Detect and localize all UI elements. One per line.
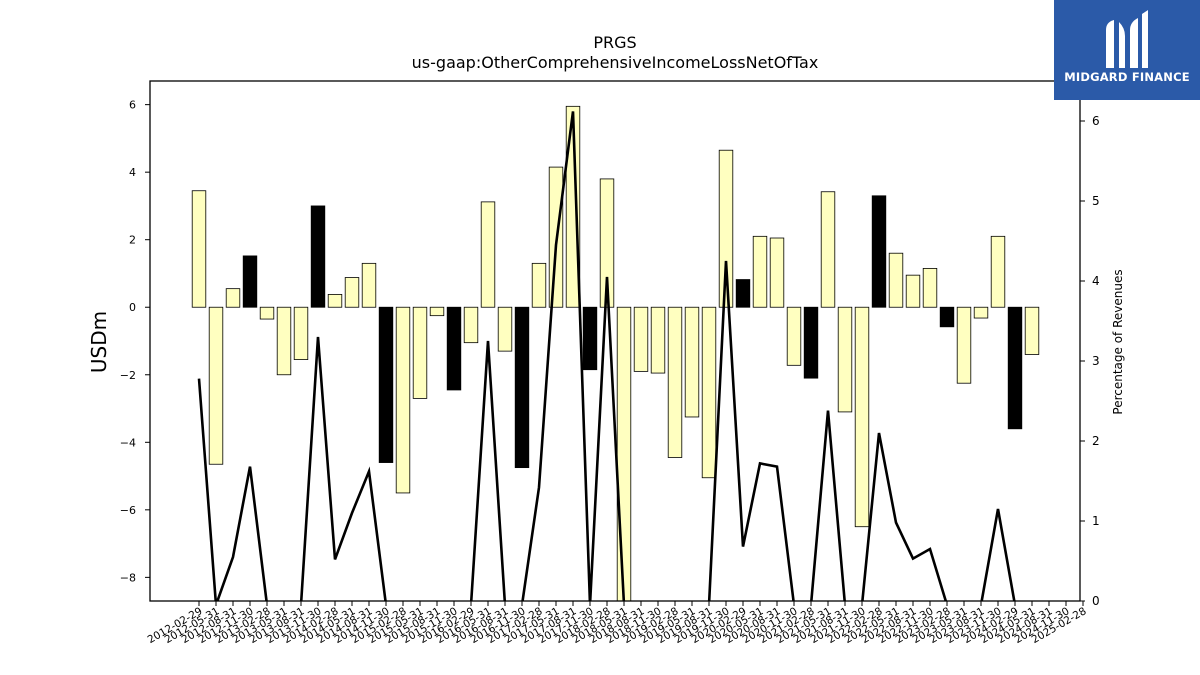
bars-layer bbox=[191, 105, 1040, 602]
bar bbox=[888, 252, 904, 308]
bar bbox=[650, 306, 666, 374]
bar bbox=[820, 191, 836, 308]
bar bbox=[922, 267, 938, 308]
y2-tick-label: 5 bbox=[1092, 194, 1100, 208]
bar bbox=[684, 306, 700, 418]
bar bbox=[990, 235, 1006, 308]
bar bbox=[701, 306, 717, 479]
bar bbox=[1007, 306, 1023, 430]
chart-title: PRGS bbox=[593, 33, 636, 52]
bar bbox=[939, 306, 955, 328]
bar bbox=[242, 255, 258, 308]
bar bbox=[361, 262, 377, 308]
bar bbox=[191, 190, 207, 308]
y2-tick-label: 2 bbox=[1092, 434, 1100, 448]
y-tick-label: −4 bbox=[120, 436, 136, 449]
bar bbox=[480, 201, 496, 308]
bar bbox=[837, 306, 853, 413]
line-layer bbox=[197, 111, 1016, 601]
bar bbox=[395, 306, 411, 494]
bar bbox=[735, 279, 751, 308]
bar bbox=[327, 293, 343, 308]
bar bbox=[752, 235, 768, 308]
y2-tick-label: 1 bbox=[1092, 514, 1100, 528]
y-tick-label: −6 bbox=[120, 504, 136, 517]
bar bbox=[293, 306, 309, 360]
bar bbox=[803, 306, 819, 379]
bar bbox=[582, 306, 598, 371]
bar bbox=[531, 262, 547, 308]
y2-tick-label: 4 bbox=[1092, 274, 1100, 288]
bar bbox=[854, 306, 870, 528]
y2-tick-label: 3 bbox=[1092, 354, 1100, 368]
chart-subtitle: us-gaap:OtherComprehensiveIncomeLossNetO… bbox=[412, 53, 819, 72]
bar bbox=[871, 195, 887, 308]
bar bbox=[446, 306, 462, 391]
bar bbox=[616, 306, 632, 602]
bar bbox=[956, 306, 972, 384]
bar bbox=[412, 306, 428, 399]
bar bbox=[769, 237, 785, 308]
bar bbox=[599, 178, 615, 308]
logo: MIDGARD FINANCE bbox=[1054, 0, 1200, 100]
y-tick-label: −8 bbox=[120, 571, 136, 584]
bar bbox=[429, 306, 445, 317]
series-line bbox=[197, 111, 1016, 601]
bar bbox=[786, 306, 802, 366]
bar bbox=[310, 205, 326, 308]
y-tick-label: 6 bbox=[129, 99, 136, 112]
bar bbox=[905, 274, 921, 308]
y2-tick-label: 6 bbox=[1092, 114, 1100, 128]
plot-frame bbox=[149, 80, 1081, 602]
y-tick-label: 0 bbox=[129, 301, 136, 314]
midgard-logo-icon bbox=[1106, 10, 1148, 68]
bar bbox=[667, 306, 683, 458]
y-tick-label: 4 bbox=[129, 166, 136, 179]
logo-text: MIDGARD FINANCE bbox=[1064, 70, 1190, 84]
bar bbox=[633, 306, 649, 372]
bar bbox=[276, 306, 292, 376]
axes-layer: −8−6−4−2024601234562012-02-292012-05-312… bbox=[120, 80, 1100, 646]
y2-tick-label: 0 bbox=[1092, 594, 1100, 608]
bar bbox=[463, 306, 479, 344]
bar bbox=[497, 306, 513, 352]
y-axis-label: USDm bbox=[87, 311, 111, 373]
bar bbox=[973, 306, 989, 319]
y-tick-label: −2 bbox=[120, 369, 136, 382]
bar bbox=[208, 306, 224, 465]
bar bbox=[344, 277, 360, 308]
bar bbox=[378, 306, 394, 463]
y2-axis-label: Percentage of Revenues bbox=[1111, 269, 1125, 414]
bar bbox=[225, 288, 241, 308]
bar bbox=[1024, 306, 1040, 355]
y-tick-label: 2 bbox=[129, 234, 136, 247]
bar bbox=[718, 149, 734, 308]
bar bbox=[514, 306, 530, 469]
bar bbox=[565, 105, 581, 308]
bar bbox=[259, 306, 275, 320]
